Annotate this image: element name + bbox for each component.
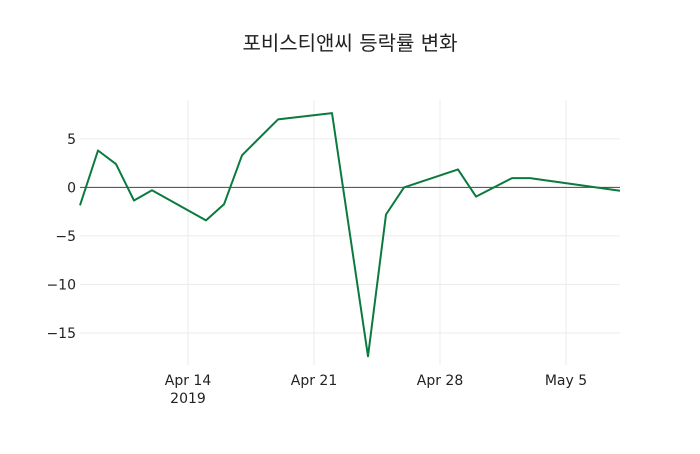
x-tick-label: Apr 28 [417,373,463,389]
y-tick-label: −10 [46,277,76,293]
x-tick-sublabel: 2019 [170,391,206,407]
chart-title: 포비스티앤씨 등락률 변화 [242,31,458,55]
y-tick-label: −5 [55,229,76,245]
y-tick-label: −15 [46,326,76,342]
series-line [79,112,621,358]
x-tick-label: May 5 [545,373,587,389]
x-tick-label: Apr 21 [291,373,337,389]
y-tick-label: 0 [67,180,76,196]
y-tick-label: 5 [67,132,76,148]
x-tick-label: Apr 14 [165,373,212,389]
